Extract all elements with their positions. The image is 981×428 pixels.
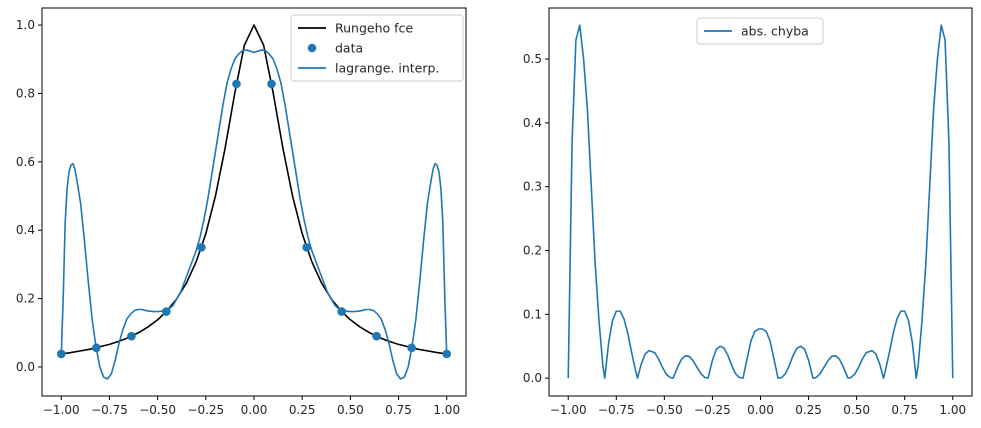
data-point: [232, 79, 241, 89]
legend-label: Rungeho fce: [335, 21, 413, 36]
y-tick-label: 0.5: [523, 52, 542, 66]
legend-label: data: [335, 41, 363, 56]
y-tick-label: 0.8: [16, 86, 35, 100]
lagrange-interp-line: [60, 49, 448, 380]
data-point: [127, 331, 136, 341]
y-tick-label: 0.1: [523, 307, 542, 321]
legend-swatch-dot: [307, 43, 317, 53]
data-point: [302, 242, 311, 252]
legend-box: [290, 14, 464, 82]
x-tick-label: −0.50: [139, 403, 176, 417]
y-tick-label: 0.0: [16, 360, 35, 374]
x-tick-label: 0.75: [385, 403, 412, 417]
rungeho-fce-line: [61, 24, 447, 355]
left-chart-axes: −1.00 −0.75 −0.50 −0.25 0.00 0.25 0.50 0.75 1.00…: [16, 7, 467, 417]
data-point: [267, 79, 276, 89]
legend-label: lagrange. interp.: [335, 61, 439, 76]
x-tick-label: −0.25: [694, 403, 731, 417]
x-tick-label: −1.00: [550, 403, 587, 417]
x-tick-label: −0.25: [187, 403, 224, 417]
legend-label: abs. chyba: [741, 24, 809, 39]
abs-chyba-line: [567, 24, 954, 379]
plot-area: [56, 24, 452, 380]
x-tick-label: 1.00: [433, 403, 460, 417]
x-tick-label: 0.50: [843, 403, 870, 417]
y-tick-label: 0.2: [523, 244, 542, 258]
y-tick-label: 0.4: [523, 116, 542, 130]
y-tick-label: 0.3: [523, 180, 542, 194]
x-tick-label: −0.75: [91, 403, 128, 417]
axes-frame: [548, 7, 973, 397]
plot-area: [567, 24, 954, 379]
legend: abs. chyba: [696, 17, 824, 45]
data-point: [197, 242, 206, 252]
x-tick-label: 0.00: [747, 403, 774, 417]
x-tick-label: −0.50: [646, 403, 683, 417]
data-point: [372, 331, 381, 341]
x-tick-label: 0.75: [891, 403, 918, 417]
x-tick-label: 0.25: [795, 403, 822, 417]
x-tick-label: 0.25: [289, 403, 316, 417]
y-tick-label: 0.2: [16, 292, 35, 306]
legend: Rungeho fce data lagrange. interp.: [290, 14, 464, 82]
x-tick-label: 1.00: [939, 403, 966, 417]
y-tick-label: 0.0: [523, 371, 542, 385]
y-tick-label: 1.0: [16, 18, 35, 32]
legend-box: [696, 17, 824, 45]
data-point: [56, 349, 66, 359]
right-chart-axes: −1.00 −0.75 −0.50 −0.25 0.00 0.25 0.50 0.75 1.00…: [523, 7, 973, 417]
y-tick-label: 0.4: [16, 223, 35, 237]
y-tick-label: 0.6: [16, 155, 35, 169]
x-tick-label: 0.00: [241, 403, 268, 417]
x-tick-label: 0.50: [337, 403, 364, 417]
x-tick-label: −0.75: [598, 403, 635, 417]
data-point: [442, 349, 452, 359]
x-tick-label: −1.00: [43, 403, 80, 417]
